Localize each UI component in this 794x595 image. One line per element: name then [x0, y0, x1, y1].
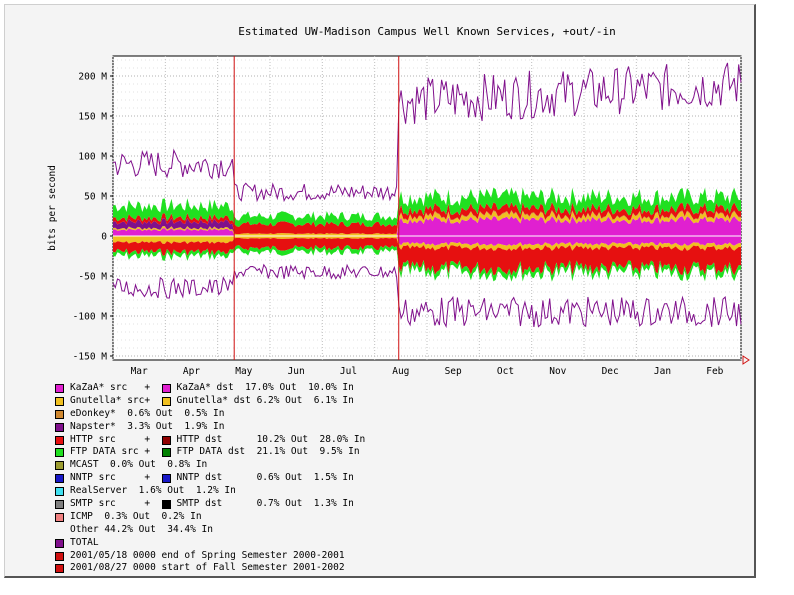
legend-row: ICMP 0.3% Out 0.2% In [55, 511, 365, 524]
area-ftp-data-in [113, 245, 741, 282]
area-http-out [113, 202, 741, 235]
legend-label: ICMP 0.3% Out 0.2% In [70, 510, 202, 522]
legend-swatch [55, 487, 64, 497]
legend: KaZaA* src + KaZaA* dst 17.0% Out 10.0% … [55, 382, 365, 575]
y-tick-label: -50 M [78, 272, 107, 283]
area-kazaa-out [113, 216, 741, 236]
legend-swatch [55, 564, 64, 574]
legend-row: Gnutella* src+ Gnutella* dst 6.2% Out 6.… [55, 395, 365, 408]
x-tick-label: Sep [445, 366, 462, 377]
legend-swatch [55, 383, 64, 393]
x-tick-label: Mar [131, 366, 148, 377]
area-gnutella-in [113, 236, 741, 251]
area-kazaa-in [113, 236, 741, 246]
y-tick-label: 50 M [84, 192, 107, 203]
x-tick-label: Jun [288, 366, 305, 377]
legend-row: MCAST 0.0% Out 0.8% In [55, 459, 365, 472]
legend-swatch [55, 448, 64, 458]
legend-label: KaZaA* src + [70, 382, 162, 393]
legend-label: SMTP dst 0.7% Out 1.3% In [176, 498, 354, 510]
x-tick-label: Nov [549, 366, 566, 377]
legend-swatch [55, 551, 64, 561]
legend-row: Other 44.2% Out 34.4% In [55, 524, 365, 537]
legend-swatch [55, 474, 64, 484]
legend-swatch [55, 435, 64, 445]
area-ftp-data-out [113, 187, 741, 227]
legend-swatch [55, 526, 64, 535]
area-http-in [113, 237, 741, 276]
legend-row: 2001/08/27 0000 start of Fall Semester 2… [55, 562, 365, 575]
legend-swatch [161, 474, 171, 484]
legend-swatch [55, 512, 64, 522]
y-tick-label: 200 M [78, 72, 107, 83]
legend-swatch [55, 409, 64, 419]
y-axis-label: bits per second [47, 165, 58, 251]
x-tick-label: Feb [706, 366, 723, 377]
legend-swatch [161, 396, 171, 406]
y-tick-label: 0 [101, 232, 107, 243]
y-tick-label: 150 M [78, 112, 107, 123]
legend-label: HTTP src + [70, 433, 162, 445]
legend-row: FTP DATA src + FTP DATA dst 21.1% Out 9.… [55, 446, 365, 459]
total-out-line [112, 62, 742, 203]
legend-label: 2001/05/18 0000 end of Spring Semester 2… [70, 549, 345, 561]
legend-swatch [161, 383, 171, 393]
x-axis-arrow-icon [742, 355, 750, 365]
legend-row: Napster* 3.3% Out 1.9% In [55, 421, 365, 434]
legend-swatch [161, 448, 171, 458]
legend-label: FTP DATA dst 21.1% Out 9.5% In [176, 446, 360, 458]
legend-label: RealServer 1.6% Out 1.2% In [70, 485, 236, 497]
legend-label: MCAST 0.0% Out 0.8% In [70, 459, 208, 471]
legend-row: eDonkey* 0.6% Out 0.5% In [55, 408, 365, 421]
x-tick-label: Aug [392, 366, 409, 377]
legend-label: TOTAL [70, 536, 99, 548]
legend-label: HTTP dst 10.2% Out 28.0% In [176, 433, 366, 445]
legend-label: eDonkey* 0.6% Out 0.5% In [70, 407, 225, 419]
legend-label: NNTP dst 0.6% Out 1.5% In [176, 472, 354, 484]
legend-label: NNTP src + [70, 472, 162, 484]
legend-row: 2001/05/18 0000 end of Spring Semester 2… [55, 550, 365, 563]
area-edonkey-out [113, 210, 741, 235]
legend-label: Napster* 3.3% Out 1.9% In [70, 420, 225, 432]
legend-row: HTTP src + HTTP dst 10.2% Out 28.0% In [55, 434, 365, 447]
legend-swatch [55, 422, 64, 432]
legend-swatch [55, 538, 64, 548]
total-in-line [112, 263, 742, 329]
area-gnutella-out [113, 211, 741, 236]
legend-row: KaZaA* src + KaZaA* dst 17.0% Out 10.0% … [55, 382, 365, 395]
legend-row: SMTP src + SMTP dst 0.7% Out 1.3% In [55, 498, 365, 511]
legend-swatch [55, 461, 64, 471]
legend-label: 2001/08/27 0000 start of Fall Semester 2… [70, 562, 345, 574]
legend-swatch [55, 396, 64, 406]
x-tick-label: Dec [602, 366, 619, 377]
x-tick-label: Jul [340, 366, 357, 377]
legend-label: Gnutella* src+ [70, 394, 162, 406]
legend-row: NNTP src + NNTP dst 0.6% Out 1.5% In [55, 472, 365, 485]
x-tick-label: Jan [654, 366, 671, 377]
x-tick-label: May [235, 366, 252, 377]
traffic-chart: Estimated UW-Madison Campus Well Known S… [47, 25, 750, 377]
legend-swatch [161, 499, 171, 509]
x-tick-label: Oct [497, 366, 514, 377]
legend-label: Other 44.2% Out 34.4% In [70, 523, 213, 535]
legend-row: RealServer 1.6% Out 1.2% In [55, 485, 365, 498]
legend-row: TOTAL [55, 537, 365, 550]
chart-title: Estimated UW-Madison Campus Well Known S… [238, 25, 616, 38]
y-tick-label: -150 M [73, 352, 108, 363]
y-tick-label: 100 M [78, 152, 107, 163]
y-tick-label: -100 M [73, 312, 108, 323]
legend-label: Gnutella* dst 6.2% Out 6.1% In [176, 394, 354, 406]
legend-swatch [161, 435, 171, 445]
legend-label: KaZaA* dst 17.0% Out 10.0% In [176, 382, 354, 393]
legend-label: FTP DATA src + [70, 446, 162, 458]
graph-frame: Estimated UW-Madison Campus Well Known S… [4, 4, 756, 578]
x-tick-label: Apr [183, 366, 200, 377]
legend-swatch [55, 499, 64, 509]
legend-label: SMTP src + [70, 498, 162, 510]
